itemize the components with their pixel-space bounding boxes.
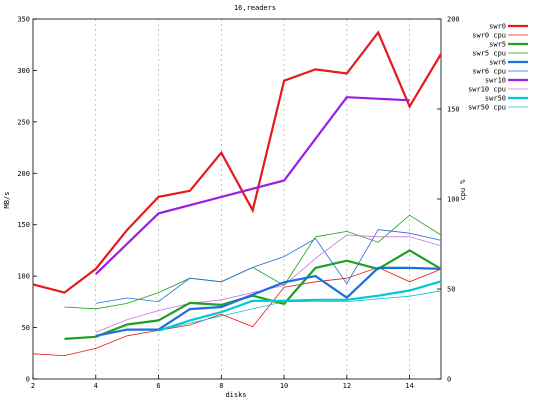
- y-tick-label: 200: [17, 170, 30, 178]
- x-tick-label: 6: [156, 382, 160, 390]
- legend-label: swr6 cpu: [472, 68, 506, 76]
- y-axis-label: MB/s: [3, 192, 11, 209]
- legend-label: swr50: [485, 95, 506, 103]
- series-line-swr6-cpu: [95, 229, 442, 304]
- series-line-swr0-cpu: [32, 266, 442, 357]
- x-tick-label: 8: [219, 382, 223, 390]
- legend-label: swr5 cpu: [472, 50, 506, 58]
- y-tick-label: 250: [17, 118, 30, 126]
- chart-title: 16,readers: [234, 4, 276, 12]
- x-tick-label: 2: [31, 382, 35, 390]
- series-line-swr10-cpu: [95, 234, 442, 333]
- legend-label: swr0 cpu: [472, 32, 506, 40]
- tick-labels: 2 4 6 8 10 12 14 0 50 100 150 200 250 300 350 0 50 100 150…: [17, 16, 459, 391]
- y-tick-label: 0: [26, 376, 30, 384]
- y-tick-label: 350: [17, 16, 30, 24]
- series-line-swr0: [32, 30, 442, 294]
- legend-label: swr10 cpu: [468, 86, 506, 94]
- series-line-swr50-cpu: [158, 290, 442, 331]
- y2-tick-label: 0: [447, 376, 451, 384]
- y-tick-label: 100: [17, 273, 30, 281]
- plot-frame: [32, 18, 442, 380]
- y-tick-label: 300: [17, 67, 30, 75]
- y2-tick-label: 50: [447, 286, 455, 294]
- x-tick-label: 12: [343, 382, 351, 390]
- legend-label: swr50 cpu: [468, 104, 506, 112]
- series-line-swr50: [158, 280, 442, 332]
- y2-tick-label: 200: [447, 16, 460, 24]
- y-tick-label: 150: [17, 221, 30, 229]
- y2-axis-label: cpu %: [459, 179, 467, 201]
- series-lines: [32, 30, 442, 357]
- y-tick-label: 50: [22, 324, 30, 332]
- x-tick-label: 4: [94, 382, 98, 390]
- legend-label: swr6: [489, 59, 506, 67]
- legend-label: swr10: [485, 77, 506, 85]
- series-line-swr10: [95, 96, 410, 275]
- x-axis-label: disks: [225, 391, 246, 399]
- legend-label: swr5: [489, 41, 506, 49]
- y2-tick-label: 150: [447, 106, 460, 114]
- legend-label: swr0: [489, 23, 506, 31]
- axes: [32, 18, 442, 380]
- grid-lines: [95, 19, 410, 379]
- y2-tick-label: 100: [447, 196, 460, 204]
- series-line-swr6: [95, 266, 442, 337]
- x-tick-label: 10: [280, 382, 288, 390]
- x-tick-label: 14: [405, 382, 413, 390]
